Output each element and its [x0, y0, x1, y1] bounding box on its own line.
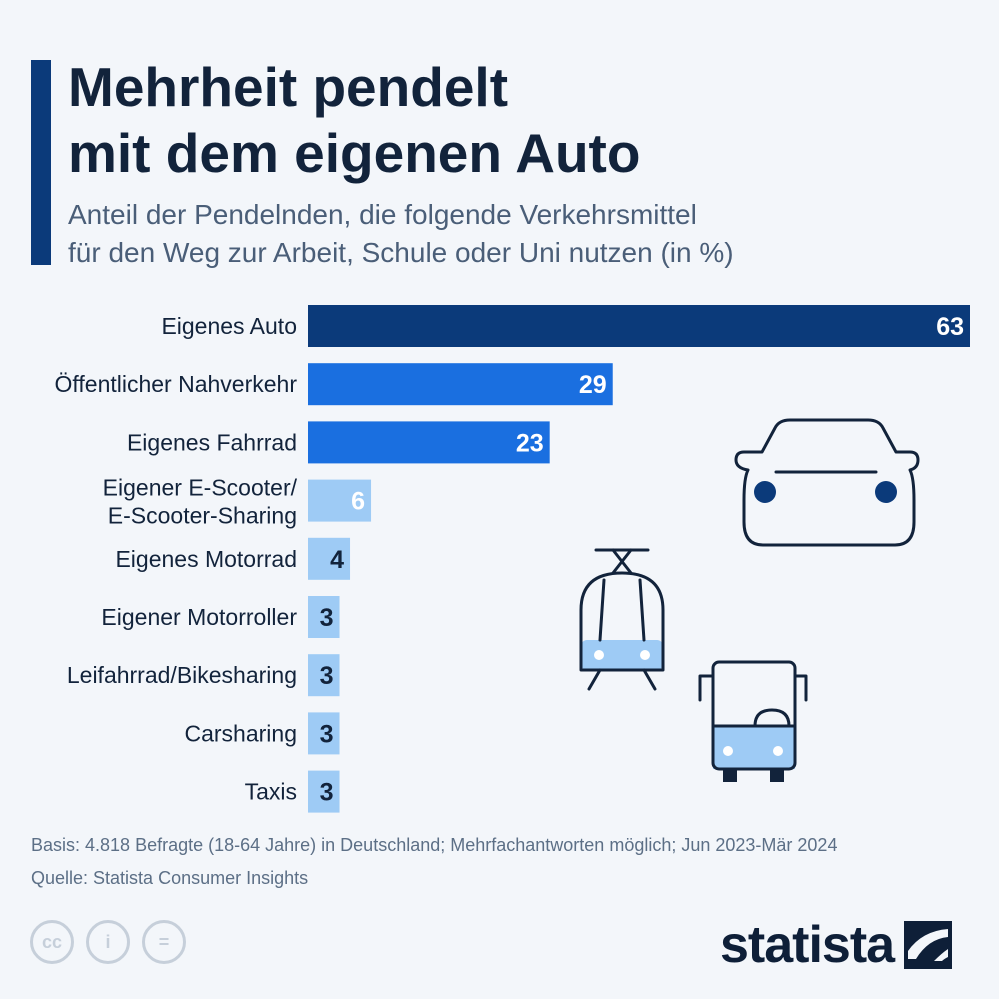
page-subtitle: Anteil der Pendelnden, die folgende Verk… [68, 196, 948, 272]
category-label: Eigenes Fahrrad [127, 429, 297, 455]
bar [308, 596, 340, 638]
bar [308, 770, 340, 813]
subtitle-line-2: für den Weg zur Arbeit, Schule oder Uni … [68, 237, 734, 268]
title-line-1: Mehrheit pendelt [68, 56, 509, 118]
bar [308, 479, 372, 522]
basis-note: Basis: 4.818 Befragte (18-64 Jahre) in D… [31, 835, 838, 855]
attribution-icon[interactable]: i [86, 920, 130, 964]
bar [308, 654, 340, 697]
bar [308, 305, 970, 347]
category-label-line: E-Scooter-Sharing [108, 503, 297, 529]
no-derivatives-glyph: = [158, 931, 170, 952]
data-label: 3 [320, 604, 334, 632]
category-label: Taxis [245, 779, 297, 805]
data-label: 29 [579, 371, 607, 399]
category-label: Öffentlicher Nahverkehr [55, 371, 298, 397]
bar [308, 537, 351, 580]
category-label: Carsharing [185, 720, 298, 746]
statista-logo[interactable]: statista [720, 915, 953, 975]
category-label: Eigenes Motorrad [115, 546, 297, 572]
bus-icon [698, 660, 808, 782]
bar [308, 421, 550, 464]
data-label: 63 [936, 313, 964, 341]
subtitle-line-1: Anteil der Pendelnden, die folgende Verk… [68, 199, 697, 230]
data-label: 23 [516, 429, 544, 457]
car-icon [734, 418, 920, 547]
tram-icon [579, 548, 665, 691]
source-note: Quelle: Statista Consumer Insights [31, 868, 309, 888]
license-icons: cc i = [30, 920, 186, 970]
data-label: 3 [320, 662, 334, 690]
attribution-glyph: i [105, 931, 111, 952]
cc-icon[interactable]: cc [30, 920, 74, 964]
data-label: 3 [320, 779, 334, 807]
title-line-2: mit dem eigenen Auto [68, 122, 641, 184]
page-title: Mehrheit pendelt mit dem eigenen Auto [68, 54, 948, 186]
category-label-line: Eigener E-Scooter/ [103, 475, 298, 501]
category-label: Eigener E-Scooter/E-Scooter-Sharing [103, 475, 298, 529]
logo-mark-icon [904, 921, 953, 969]
cc-glyph: cc [41, 931, 63, 952]
data-label: 4 [330, 546, 344, 574]
category-label: Eigener Motorroller [101, 604, 297, 630]
data-label: 6 [351, 488, 365, 516]
category-label: Eigenes Auto [161, 313, 297, 339]
title-accent-bar [31, 60, 51, 265]
bar [308, 712, 340, 755]
logo-text: statista [720, 916, 895, 974]
no-derivatives-icon[interactable]: = [142, 920, 186, 964]
data-label: 3 [320, 720, 334, 748]
category-label: Leifahrrad/Bikesharing [67, 662, 297, 688]
bar [308, 363, 613, 406]
